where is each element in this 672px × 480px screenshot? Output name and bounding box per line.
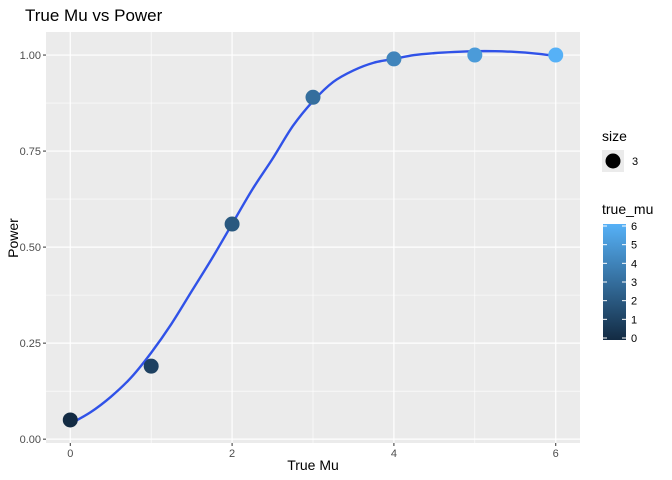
colorbar-tick-label: 3 (631, 277, 637, 289)
colorbar-tick-label: 2 (631, 296, 637, 308)
x-tick-label: 2 (229, 448, 235, 460)
y-tick-label: 1.00 (20, 50, 41, 62)
x-tick-label: 6 (553, 448, 559, 460)
color-legend-title: true_mu (602, 201, 653, 217)
x-axis-label: True Mu (287, 457, 339, 473)
x-axis-ticks: 0 2 4 6 (67, 443, 559, 460)
y-axis-label: Power (5, 218, 21, 258)
data-point (62, 412, 78, 428)
colorbar-tick-label: 4 (631, 258, 637, 270)
data-point (224, 216, 240, 232)
color-legend: true_mu 0 1 2 3 4 5 6 (602, 201, 653, 345)
data-points-layer (62, 47, 564, 428)
colorbar-tick-label: 6 (631, 221, 637, 233)
y-tick-label: 0.25 (20, 338, 41, 350)
colorbar (603, 224, 626, 340)
x-tick-label: 0 (67, 448, 73, 460)
colorbar-tick-label: 0 (631, 333, 637, 345)
colorbar-tick-label: 5 (631, 240, 637, 252)
data-point (467, 47, 483, 63)
size-legend: size 3 (602, 128, 638, 172)
size-legend-key-dot (605, 153, 621, 169)
y-axis-ticks: 0.00 0.25 0.50 0.75 1.00 (20, 50, 46, 446)
data-point (548, 47, 564, 63)
colorbar-tick-label: 1 (631, 314, 637, 326)
size-legend-title: size (602, 128, 627, 144)
chart-title: True Mu vs Power (25, 6, 163, 25)
colorbar-ticks: 0 1 2 3 4 5 6 (603, 221, 637, 345)
y-tick-label: 0.75 (20, 146, 41, 158)
minor-gridlines (46, 32, 580, 443)
plot-panel (46, 32, 580, 443)
y-tick-label: 0.00 (20, 434, 41, 446)
y-tick-label: 0.50 (20, 242, 41, 254)
data-point (305, 89, 321, 105)
major-gridlines (46, 32, 580, 443)
size-legend-label: 3 (632, 156, 638, 168)
data-point (143, 358, 159, 374)
data-point (386, 51, 402, 67)
x-tick-label: 4 (391, 448, 397, 460)
